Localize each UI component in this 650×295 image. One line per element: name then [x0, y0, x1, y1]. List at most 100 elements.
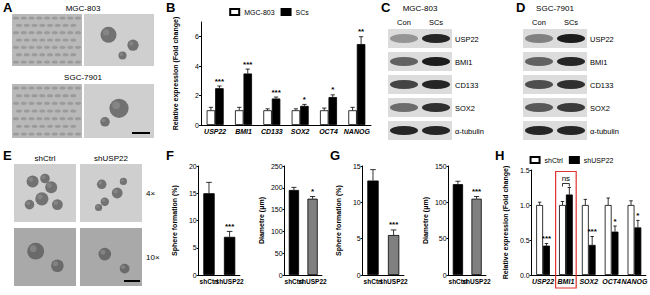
svg-text:Diametre (μm): Diametre (μm): [422, 197, 430, 244]
svg-text:shCtrl: shCtrl: [199, 278, 219, 285]
svg-text:50: 50: [275, 250, 283, 257]
svg-text:OCT4: OCT4: [319, 128, 338, 135]
svg-text:*: *: [613, 217, 617, 226]
svg-text:200: 200: [271, 184, 283, 191]
svg-text:USP22: USP22: [455, 35, 479, 44]
svg-text:MGC-803: MGC-803: [66, 4, 101, 13]
svg-text:CD133: CD133: [590, 81, 613, 90]
svg-text:1.5: 1.5: [520, 167, 530, 174]
svg-text:BMI1: BMI1: [590, 58, 608, 67]
svg-text:250: 250: [271, 163, 283, 170]
svg-text:SGC-7901: SGC-7901: [536, 4, 574, 13]
svg-text:BMI1: BMI1: [235, 128, 252, 135]
svg-text:D: D: [516, 0, 525, 15]
svg-text:15: 15: [353, 163, 361, 170]
svg-text:OCT4: OCT4: [602, 278, 621, 285]
svg-text:shCtrl: shCtrl: [284, 278, 304, 285]
svg-text:Con: Con: [397, 18, 411, 27]
svg-text:ns: ns: [562, 174, 570, 183]
svg-text:*: *: [331, 85, 335, 94]
svg-text:NANOG: NANOG: [344, 128, 371, 135]
svg-text:shUSP22: shUSP22: [298, 278, 327, 285]
svg-text:2: 2: [195, 92, 199, 99]
svg-text:*: *: [636, 211, 640, 220]
svg-text:***: ***: [542, 234, 552, 243]
svg-text:shUSP22: shUSP22: [94, 154, 128, 163]
svg-text:shCtrl: shCtrl: [363, 278, 383, 285]
svg-text:USP22: USP22: [590, 35, 614, 44]
svg-text:*: *: [303, 95, 307, 104]
svg-text:5: 5: [357, 235, 361, 242]
svg-text:15: 15: [189, 190, 197, 197]
svg-text:G: G: [330, 148, 340, 163]
svg-text:10: 10: [353, 199, 361, 206]
svg-text:0: 0: [443, 272, 447, 279]
svg-text:100: 100: [271, 228, 283, 235]
svg-text:***: ***: [472, 187, 482, 196]
svg-text:F: F: [166, 148, 174, 163]
svg-text:Relative expression (Fold chan: Relative expression (Fold change): [172, 17, 180, 131]
svg-text:B: B: [166, 0, 175, 15]
svg-text:0: 0: [279, 272, 283, 279]
svg-text:5: 5: [193, 244, 197, 251]
svg-text:0: 0: [195, 122, 199, 129]
svg-text:A: A: [3, 0, 13, 15]
svg-text:SOX2: SOX2: [291, 128, 310, 135]
svg-text:USP22: USP22: [532, 278, 554, 285]
svg-text:CD133: CD133: [455, 81, 478, 90]
svg-text:0: 0: [357, 272, 361, 279]
svg-text:50: 50: [439, 235, 447, 242]
svg-text:USP22: USP22: [204, 128, 226, 135]
svg-text:Relative expression (Fold chan: Relative expression (Fold change): [502, 166, 510, 280]
svg-text:SGC-7901: SGC-7901: [64, 73, 102, 82]
svg-text:E: E: [3, 148, 12, 163]
svg-text:shCtrl: shCtrl: [545, 157, 564, 164]
svg-text:100: 100: [435, 199, 447, 206]
svg-text:0.0: 0.0: [520, 272, 530, 279]
svg-text:SOX2: SOX2: [579, 278, 598, 285]
svg-text:***: ***: [389, 220, 399, 229]
svg-text:H: H: [495, 148, 504, 163]
svg-text:***: ***: [225, 222, 235, 231]
svg-text:Diametre (μm): Diametre (μm): [258, 197, 266, 244]
svg-text:***: ***: [243, 60, 253, 69]
svg-text:shUSP22: shUSP22: [380, 278, 409, 285]
svg-text:4: 4: [195, 63, 199, 70]
svg-text:SCs: SCs: [564, 18, 578, 27]
svg-text:1.0: 1.0: [520, 202, 530, 209]
svg-text:shUSP22: shUSP22: [462, 278, 491, 285]
svg-text:150: 150: [271, 206, 283, 213]
svg-text:Con: Con: [532, 18, 546, 27]
svg-text:shUSP22: shUSP22: [584, 157, 614, 164]
svg-text:0.5: 0.5: [520, 237, 530, 244]
svg-text:shCtrl: shCtrl: [35, 154, 56, 163]
svg-text:***: ***: [588, 227, 598, 236]
svg-text:150: 150: [435, 163, 447, 170]
svg-text:0: 0: [193, 272, 197, 279]
svg-text:6: 6: [195, 33, 199, 40]
svg-text:α-tubulin: α-tubulin: [590, 127, 619, 136]
svg-text:shUSP22: shUSP22: [216, 278, 245, 285]
svg-text:CD133: CD133: [261, 128, 283, 135]
svg-text:C: C: [381, 0, 391, 15]
svg-text:10: 10: [189, 217, 197, 224]
svg-text:SOX2: SOX2: [590, 104, 610, 113]
svg-text:SOX2: SOX2: [455, 104, 475, 113]
svg-text:MGC-803: MGC-803: [244, 9, 274, 16]
svg-text:NANOG: NANOG: [621, 278, 648, 285]
svg-text:10×: 10×: [146, 253, 160, 262]
svg-text:***: ***: [271, 88, 281, 97]
svg-text:SCs: SCs: [429, 18, 443, 27]
svg-text:***: ***: [215, 77, 225, 86]
svg-text:BMI1: BMI1: [455, 58, 473, 67]
svg-text:20: 20: [189, 163, 197, 170]
svg-text:4×: 4×: [146, 189, 155, 198]
svg-text:α-tubulin: α-tubulin: [455, 127, 484, 136]
svg-text:MGC-803: MGC-803: [403, 4, 438, 13]
svg-text:SCs: SCs: [296, 9, 310, 16]
svg-text:*: *: [311, 187, 315, 196]
svg-text:Sphere formation (%): Sphere formation (%): [171, 185, 179, 256]
svg-text:**: **: [358, 27, 365, 36]
svg-text:BMI1: BMI1: [558, 278, 575, 285]
svg-text:Sphere formation (%): Sphere formation (%): [335, 185, 343, 256]
